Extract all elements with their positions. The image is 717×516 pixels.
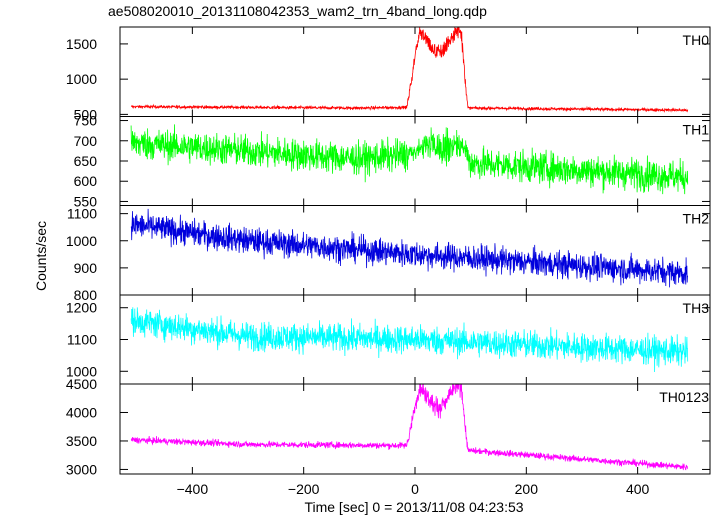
x-tick-label: −200	[288, 481, 320, 497]
panel-frame	[119, 383, 711, 475]
y-tick-label: 1000	[66, 363, 97, 379]
panel-label: TH0123	[659, 389, 709, 405]
y-tick-label: 4500	[66, 376, 97, 392]
x-tick-label: 0	[411, 481, 419, 497]
panel-frame	[119, 116, 711, 206]
x-tick-labels: −400 −200 0 200 400	[177, 481, 650, 497]
y-tick-label: 700	[74, 133, 98, 149]
panel-th1: 550 600 650 700 750 TH1	[74, 113, 711, 209]
y-tick-label: 1100	[67, 206, 97, 222]
series-th1	[130, 124, 689, 195]
panel-th0: 500 1000 1500 TH0	[66, 26, 711, 122]
x-axis-label: Time [sec] 0 = 2013/11/08 04:23:53	[304, 499, 523, 515]
y-tick-label: 1500	[66, 36, 97, 52]
y-tick-label: 750	[74, 113, 98, 129]
y-tick-label: 800	[74, 287, 98, 303]
y-tick-label: 1100	[67, 332, 97, 348]
y-tick-label: 550	[74, 193, 98, 209]
y-tick-label: 1000	[66, 233, 97, 249]
panel-th3: 1000 1100 1200 TH3	[66, 294, 711, 385]
chart-title: ae508020010_20131108042353_wam2_trn_4ban…	[108, 3, 487, 19]
y-tick-label: 1000	[66, 71, 97, 87]
y-tick-label: 900	[74, 260, 98, 276]
y-tick-label: 4000	[66, 404, 97, 420]
y-axis-label: Counts/sec	[33, 221, 49, 291]
x-tick-label: 400	[626, 481, 650, 497]
series-th0123	[130, 383, 689, 471]
panel-th2: 800 900 1000 1100 TH2	[66, 205, 711, 303]
series-th2	[130, 208, 689, 288]
x-tick-label: 200	[515, 481, 539, 497]
series-th0	[130, 26, 689, 113]
panel-label: TH3	[683, 300, 710, 316]
panel-th0123: 3000 3500 4000 4500 TH0123	[66, 376, 711, 477]
panel-label: TH2	[683, 211, 710, 227]
y-tick-label: 650	[74, 153, 98, 169]
panel-label: TH1	[683, 122, 710, 138]
panel-label: TH0	[683, 32, 710, 48]
x-tick-label: −400	[177, 481, 209, 497]
y-tick-label: 1200	[66, 300, 97, 316]
series-th3	[130, 307, 689, 373]
panel-frame	[119, 26, 711, 117]
y-tick-label: 3000	[66, 461, 97, 477]
panels: 500 1000 1500 TH0 550 600 650 700 750 TH1 800 900 10…	[66, 26, 711, 477]
y-tick-label: 600	[74, 173, 98, 189]
y-tick-label: 3500	[66, 433, 97, 449]
y-tick-label: 500	[74, 106, 98, 122]
